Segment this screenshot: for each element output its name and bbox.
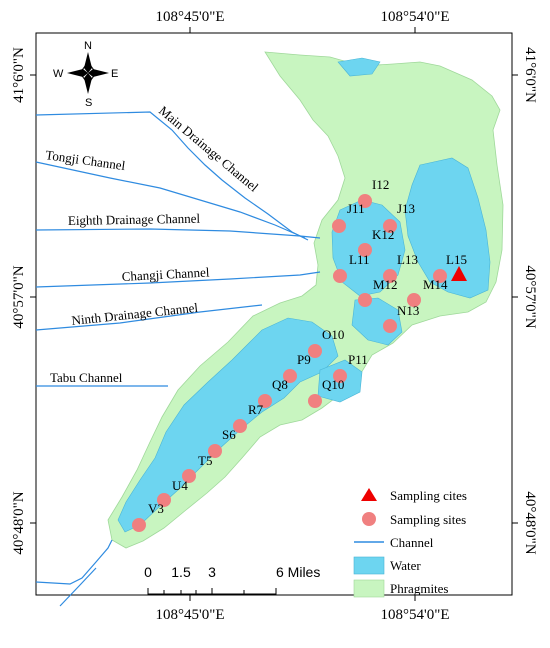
compass-s: S xyxy=(85,97,92,109)
north-arrow-icon: N S E W xyxy=(53,40,118,109)
site-marker-p9 xyxy=(283,369,297,383)
site-marker-n13 xyxy=(407,293,421,307)
site-marker-o10 xyxy=(308,344,322,358)
site-marker-q8 xyxy=(258,394,272,408)
eighth-drainage-channel-label: Eighth Drainage Channel xyxy=(68,211,201,228)
southwest-channel-line xyxy=(35,539,113,585)
site-marker-j11 xyxy=(332,219,346,233)
site-label-l11: L11 xyxy=(349,252,369,267)
legend: Sampling cites Sampling sites Channel Wa… xyxy=(353,488,467,598)
site-marker-r7 xyxy=(233,419,247,433)
site-marker-u4 xyxy=(157,493,171,507)
legend-triangle-icon xyxy=(361,488,377,501)
tongji-channel-line xyxy=(35,161,306,239)
water-mid xyxy=(351,297,403,346)
southwest-channel-branch xyxy=(59,567,97,607)
changji-channel-label: Changji Channel xyxy=(121,264,210,284)
bottom-tick-label-1: 108°45'0"E xyxy=(156,607,225,623)
compass-e: E xyxy=(111,68,118,80)
left-tick-label-2: 40°57'0"N xyxy=(11,265,27,328)
site-label-p9: P9 xyxy=(297,352,311,367)
site-marker-j13 xyxy=(383,219,397,233)
site-label-o10: O10 xyxy=(322,327,344,342)
site-label-p11: P11 xyxy=(348,352,368,367)
top-tick-label-2: 108°54'0"E xyxy=(381,9,450,25)
legend-phragmites-swatch xyxy=(353,579,385,598)
scale-label-1: 1.5 xyxy=(171,564,191,580)
site-label-u4: U4 xyxy=(172,478,188,493)
bottom-tick-label-2: 108°54'0"E xyxy=(381,607,450,623)
sampling-cite-l15 xyxy=(451,266,467,281)
main-drainage-channel-line xyxy=(35,111,309,241)
right-tick-label-1: 41°6'0"N xyxy=(522,47,538,103)
legend-water-swatch xyxy=(353,556,385,575)
left-tick-label-3: 40°48'0"N xyxy=(11,491,27,554)
scale-label-3: 6 Miles xyxy=(276,564,320,580)
site-marker-l13 xyxy=(383,269,397,283)
site-label-n13: N13 xyxy=(397,303,419,318)
legend-phragmites: Phragmites xyxy=(390,581,449,596)
site-label-r7: R7 xyxy=(248,402,264,417)
top-tick-label-1: 108°45'0"E xyxy=(156,9,225,25)
site-marker-p11 xyxy=(333,369,347,383)
legend-circle-icon xyxy=(362,512,376,526)
water-upper-lake xyxy=(404,157,491,299)
right-tick-label-3: 40°48'0"N xyxy=(522,491,538,554)
site-label-j11: J11 xyxy=(347,201,365,216)
site-marker-unlabeled xyxy=(383,319,397,333)
site-marker-m14 xyxy=(433,269,447,283)
site-label-k12: K12 xyxy=(372,227,394,242)
site-label-l13: L13 xyxy=(397,252,418,267)
site-marker-q10 xyxy=(308,394,322,408)
site-label-v3: V3 xyxy=(148,501,164,516)
site-marker-s6 xyxy=(208,444,222,458)
tabu-channel-label: Tabu Channel xyxy=(50,370,123,385)
site-label-m12: M12 xyxy=(373,277,398,292)
site-marker-t5 xyxy=(182,469,196,483)
site-label-j13: J13 xyxy=(397,201,415,216)
site-label-s6: S6 xyxy=(222,427,236,442)
legend-water: Water xyxy=(390,558,421,573)
scale-label-2: 3 xyxy=(208,564,216,580)
site-label-l15: L15 xyxy=(446,252,467,267)
ninth-drainage-channel-line xyxy=(35,304,263,331)
site-label-m14: M14 xyxy=(423,277,448,292)
site-label-t5: T5 xyxy=(198,453,212,468)
graticule-ticks xyxy=(30,27,518,601)
water-north xyxy=(337,57,381,77)
scale-label-0: 0 xyxy=(144,564,152,580)
site-marker-k12 xyxy=(358,243,372,257)
right-tick-label-2: 40°57'0"N xyxy=(522,265,538,328)
changji-channel-line xyxy=(35,271,321,288)
legend-sampling-sites: Sampling sites xyxy=(390,512,466,527)
eighth-drainage-channel-line xyxy=(35,228,321,239)
site-marker-l11 xyxy=(333,269,347,283)
site-label-q8: Q8 xyxy=(272,377,288,392)
scale-bar: 0 1.5 3 6 Miles xyxy=(144,564,320,595)
channels xyxy=(35,111,321,607)
site-marker-i12 xyxy=(358,194,372,208)
left-tick-label-1: 41°6'0"N xyxy=(11,47,27,103)
site-marker-v3 xyxy=(132,518,146,532)
compass-n: N xyxy=(84,40,92,52)
site-label-i12: I12 xyxy=(372,177,389,192)
site-marker-m12 xyxy=(358,293,372,307)
site-label-q10: Q10 xyxy=(322,377,344,392)
compass-w: W xyxy=(53,68,64,80)
legend-sampling-cites: Sampling cites xyxy=(390,488,467,503)
legend-channel: Channel xyxy=(390,535,434,550)
